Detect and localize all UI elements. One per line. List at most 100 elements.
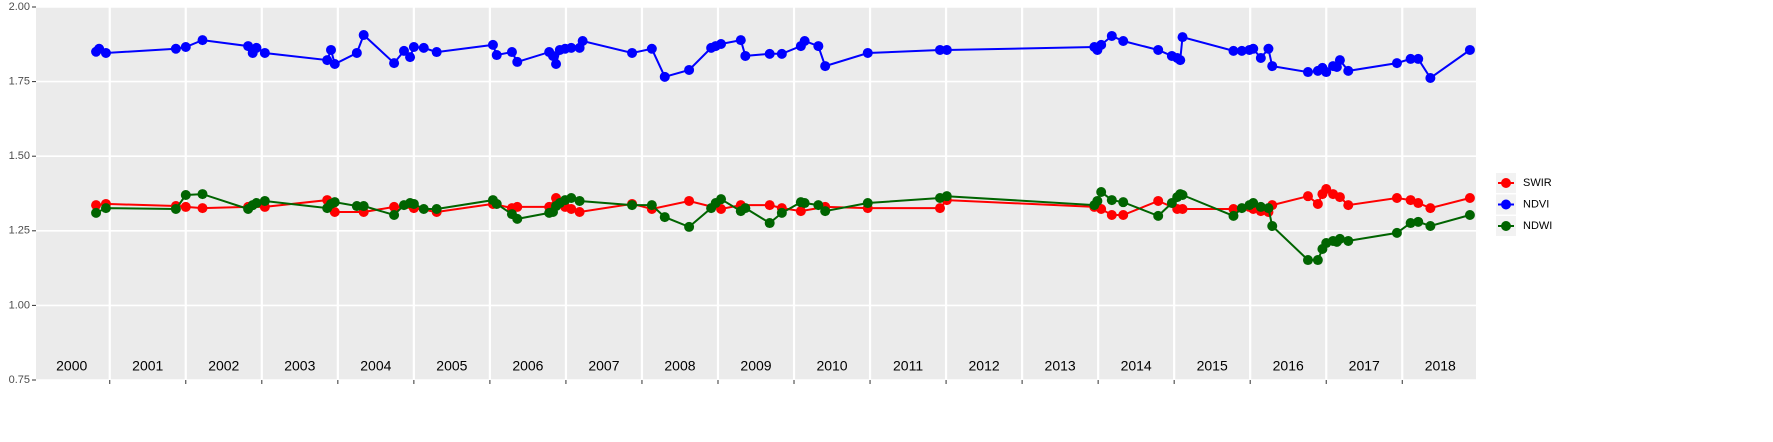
data-point	[512, 56, 523, 67]
data-point	[408, 198, 419, 209]
data-point	[408, 41, 419, 52]
data-point	[1343, 200, 1354, 211]
data-point	[170, 43, 181, 54]
x-tick-label: 2003	[284, 358, 315, 374]
data-point	[764, 200, 775, 211]
data-point	[799, 36, 810, 47]
data-point	[251, 42, 262, 53]
data-point	[1096, 187, 1107, 198]
data-point	[1263, 203, 1274, 214]
data-point	[1405, 218, 1416, 229]
y-tick-label: 1.25	[9, 225, 30, 237]
data-point	[627, 200, 638, 211]
data-point	[646, 43, 657, 54]
data-point	[1177, 189, 1188, 200]
data-point	[1391, 58, 1402, 69]
data-point	[684, 221, 695, 232]
data-point	[1106, 30, 1117, 41]
data-point	[1106, 209, 1117, 220]
data-point	[329, 207, 340, 218]
data-point	[1228, 45, 1239, 56]
data-point	[389, 201, 400, 212]
data-point	[398, 45, 409, 56]
x-tick-label: 2008	[664, 358, 695, 374]
data-point	[1236, 45, 1247, 56]
data-point	[684, 195, 695, 206]
data-point	[566, 192, 577, 203]
legend-dot	[1501, 178, 1511, 188]
data-point	[1175, 55, 1186, 66]
data-point	[389, 58, 400, 69]
data-point	[577, 36, 588, 47]
legend-dot	[1501, 221, 1511, 231]
data-point	[1228, 204, 1239, 215]
data-point	[740, 203, 751, 214]
x-tick-label: 2012	[969, 358, 1000, 374]
data-point	[735, 35, 746, 46]
data-point	[322, 55, 333, 66]
x-tick-label: 2016	[1273, 358, 1304, 374]
data-point	[329, 197, 340, 208]
data-point	[259, 47, 270, 58]
data-point	[1343, 65, 1354, 76]
data-point	[1405, 53, 1416, 64]
legend-label: NDWI	[1523, 220, 1552, 232]
data-point	[574, 195, 585, 206]
data-point	[764, 218, 775, 229]
data-point	[646, 200, 657, 211]
data-point	[799, 198, 810, 209]
x-tick-label: 2004	[360, 358, 391, 374]
data-point	[1413, 216, 1424, 227]
data-point	[1118, 36, 1129, 47]
data-point	[776, 48, 787, 59]
data-point	[659, 71, 670, 82]
data-point	[180, 201, 191, 212]
data-point	[358, 30, 369, 41]
data-point	[1255, 201, 1266, 212]
data-point	[506, 47, 517, 58]
data-point	[862, 47, 873, 58]
x-tick-label: 2002	[208, 358, 239, 374]
data-point	[1118, 197, 1129, 208]
data-point	[180, 41, 191, 52]
data-point	[1177, 204, 1188, 215]
data-point	[1425, 73, 1436, 84]
data-point	[566, 204, 577, 215]
data-point	[1391, 227, 1402, 238]
data-point	[1413, 53, 1424, 64]
data-point	[934, 203, 945, 214]
x-tick-label: 2015	[1197, 358, 1228, 374]
data-point	[941, 191, 952, 202]
data-point	[431, 204, 442, 215]
data-point	[1334, 192, 1345, 203]
data-point	[1153, 210, 1164, 221]
data-point	[1236, 203, 1247, 214]
data-point	[764, 48, 775, 59]
data-point	[351, 201, 362, 212]
data-point	[795, 206, 806, 217]
data-point	[251, 198, 262, 209]
data-point	[820, 61, 831, 72]
data-point	[1228, 210, 1239, 221]
x-tick-label: 2017	[1349, 358, 1380, 374]
data-point	[1312, 255, 1323, 266]
data-point	[1312, 198, 1323, 209]
data-point	[1321, 184, 1332, 195]
data-point	[329, 58, 340, 69]
data-point	[776, 207, 787, 218]
data-point	[934, 44, 945, 55]
data-point	[1096, 39, 1107, 50]
data-point	[197, 189, 208, 200]
data-point	[659, 212, 670, 223]
data-point	[405, 52, 416, 63]
data-point	[351, 47, 362, 58]
data-point	[1248, 198, 1259, 209]
data-point	[1153, 44, 1164, 55]
data-point	[1118, 209, 1129, 220]
data-point	[716, 194, 727, 205]
data-point	[941, 44, 952, 55]
data-point	[1464, 44, 1475, 55]
x-tick-label: 2006	[512, 358, 543, 374]
data-point	[389, 209, 400, 220]
x-tick-label: 2007	[588, 358, 619, 374]
